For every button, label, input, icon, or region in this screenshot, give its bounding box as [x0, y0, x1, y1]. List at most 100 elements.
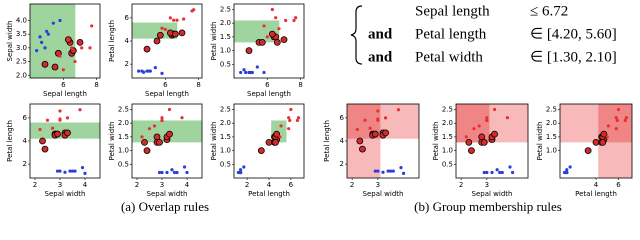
x-tick-label: 4 — [83, 181, 88, 189]
point — [90, 24, 94, 28]
point — [45, 29, 49, 34]
x-axis-label: Petal length — [248, 190, 290, 198]
point — [477, 124, 481, 128]
x-axis-label: Sepal width — [45, 190, 86, 198]
point — [389, 169, 393, 173]
point — [58, 54, 62, 58]
point — [495, 168, 499, 172]
point — [83, 171, 87, 175]
point — [386, 169, 390, 173]
point — [399, 165, 403, 170]
point — [68, 169, 72, 173]
y-tick-label: 6 — [125, 14, 130, 22]
point — [45, 118, 50, 122]
point — [565, 168, 569, 172]
y-tick-label: 4 — [125, 37, 130, 45]
point — [58, 18, 62, 23]
point — [592, 138, 600, 146]
point — [287, 127, 291, 131]
point — [262, 24, 266, 28]
point — [175, 170, 179, 175]
point — [61, 68, 65, 72]
y-tick-label: 6 — [340, 114, 345, 122]
point — [491, 130, 498, 138]
point — [505, 116, 510, 120]
y-tick-label: 1.5 — [442, 133, 453, 141]
y-tick-label: 2.0 — [220, 19, 231, 27]
point — [54, 130, 61, 138]
x-tick-label: 6 — [616, 181, 621, 189]
x-axis-label: Sepal width — [472, 190, 513, 198]
point — [63, 170, 67, 174]
y-axis-label: Petal width — [536, 122, 544, 161]
x-tick-label: 4 — [267, 181, 272, 189]
point — [178, 29, 186, 37]
x-tick-label: 8 — [94, 81, 98, 89]
point — [160, 116, 164, 120]
y-tick-label: 2.5 — [220, 5, 231, 13]
point — [153, 65, 157, 70]
point — [166, 130, 173, 138]
point — [265, 35, 269, 39]
point — [624, 116, 628, 120]
rule-connector: and — [368, 26, 393, 42]
point — [396, 108, 401, 112]
y-axis-label: Petal length — [108, 20, 116, 62]
point — [80, 46, 84, 50]
y-tick-label: 2 — [340, 160, 344, 168]
point — [490, 170, 494, 175]
point — [244, 70, 248, 75]
point — [160, 26, 164, 30]
point — [482, 170, 486, 175]
point — [238, 168, 243, 172]
x-tick-label: 4 — [185, 181, 190, 189]
y-tick-label: 1.0 — [442, 147, 453, 155]
point — [465, 138, 473, 146]
point — [363, 118, 367, 122]
x-tick-label: 4 — [594, 181, 599, 189]
point — [485, 116, 489, 120]
x-axis-label: Sepal width — [147, 190, 188, 198]
point — [273, 38, 281, 46]
point — [46, 32, 50, 36]
point — [280, 36, 288, 44]
point — [492, 107, 497, 112]
plot-frame — [131, 103, 203, 179]
point — [242, 165, 246, 169]
point — [355, 127, 359, 132]
point — [562, 170, 567, 175]
point — [510, 170, 515, 175]
point — [373, 169, 377, 173]
point — [70, 169, 75, 173]
point — [584, 147, 592, 154]
point — [359, 145, 366, 153]
point — [614, 127, 618, 131]
point — [401, 171, 406, 175]
point — [70, 46, 74, 50]
y-axis-label: Petal width — [432, 122, 440, 161]
point — [615, 118, 619, 123]
y-tick-label: 1.0 — [546, 147, 557, 155]
plot-frame — [29, 3, 101, 79]
x-tick-label: 3 — [376, 181, 380, 189]
brace — [350, 5, 363, 65]
y-tick-label: 2.5 — [16, 58, 27, 66]
point — [73, 169, 77, 173]
x-tick-label: 2 — [33, 181, 37, 189]
point — [356, 137, 364, 145]
y-tick-label: 4 — [340, 137, 345, 145]
figure: Sepal length ≤ 6.72 and Petal length ∈ [… — [6, 3, 633, 214]
point — [137, 69, 141, 73]
point — [64, 129, 71, 137]
y-axis-label: Petal width — [210, 22, 218, 61]
point — [58, 169, 62, 173]
point — [236, 170, 240, 175]
point — [239, 70, 243, 75]
point — [153, 37, 161, 45]
point — [383, 116, 388, 120]
y-tick-label: 1.5 — [118, 133, 129, 141]
point — [292, 18, 296, 23]
rule-condition: ∈ [1.30, 2.10] — [530, 49, 617, 65]
point — [599, 138, 607, 146]
point — [376, 118, 380, 122]
